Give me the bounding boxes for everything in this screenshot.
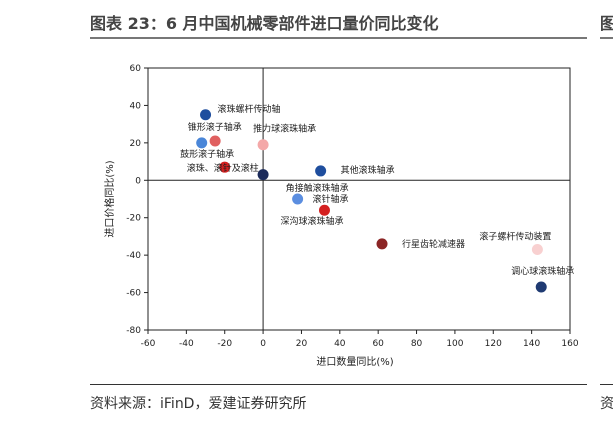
x-tick-label: 100: [446, 339, 463, 349]
point-label: 调心球滚珠轴承: [511, 265, 574, 277]
scatter-point: [257, 169, 269, 181]
y-tick-label: -80: [126, 326, 141, 336]
y-tick-label: 60: [130, 64, 142, 74]
figure-title: 图表 23：6 月中国机械零部件进口量价同比变化: [90, 14, 439, 33]
scatter-point: [531, 244, 543, 256]
x-axis-label: 进口数量同比(%): [316, 355, 393, 368]
x-tick-label: -60: [141, 339, 156, 349]
y-tick-label: -40: [126, 251, 141, 261]
y-tick-label: -60: [126, 289, 141, 299]
scatter-point: [292, 193, 304, 205]
plot-frame: [147, 67, 571, 331]
point-label: 滚珠螺杆传动轴: [218, 103, 281, 115]
y-tick-label: -20: [126, 214, 141, 224]
adjacent-title-divider: [600, 37, 613, 39]
x-tick-label: 20: [296, 339, 308, 349]
x-tick-label: 140: [523, 339, 540, 349]
x-tick-label: -20: [217, 339, 232, 349]
point-label: 锥形滚子轴承: [188, 121, 242, 133]
scatter-point: [200, 109, 212, 121]
point-label: 角接触滚珠轴承: [286, 182, 349, 194]
y-tick-label: 0: [135, 176, 141, 186]
scatter-point: [318, 204, 330, 216]
scatter-point: [209, 135, 221, 147]
tick-labels: -60 -40 -20 0 20 40 60 80 100 120 140 160-80-60-40-…: [126, 64, 579, 349]
x-tick-label: 0: [260, 339, 266, 349]
x-tick-label: 160: [561, 339, 578, 349]
adjacent-figure-title: 图: [600, 14, 613, 33]
scatter-point: [196, 137, 208, 149]
point-label: 滚珠、滚针及滚柱: [187, 162, 259, 174]
y-tick-label: 20: [130, 139, 142, 149]
x-tick-label: 60: [372, 339, 384, 349]
axes: [147, 67, 571, 331]
point-label: 深沟球滚珠轴承: [280, 215, 343, 227]
adjacent-footer-divider: [600, 384, 613, 385]
x-tick-label: -40: [179, 339, 194, 349]
x-tick-label: 80: [411, 339, 423, 349]
point-label: 滚针轴承: [312, 193, 348, 205]
y-axis-label: 进口价格同比(%): [103, 160, 116, 237]
point-label: 滚子螺杆传动装置: [479, 231, 551, 243]
footer-divider: [90, 384, 587, 385]
source-note: 资料来源：iFinD，爱建证券研究所: [90, 396, 307, 412]
point-label: 推力球滚珠轴承: [253, 123, 316, 135]
point-label: 鼓形滚子轴承: [180, 148, 234, 160]
scatter-point: [315, 165, 327, 177]
title-divider: [90, 37, 587, 39]
point-label: 其他滚珠轴承: [341, 164, 395, 176]
y-tick-label: 40: [130, 101, 142, 111]
scatter-point: [257, 139, 269, 151]
x-tick-label: 120: [485, 339, 502, 349]
x-tick-label: 40: [334, 339, 346, 349]
data-points: [196, 109, 547, 293]
scatter-point: [376, 238, 388, 250]
scatter-point: [535, 281, 547, 293]
point-label: 行星齿轮减速器: [402, 238, 465, 250]
scatter-point: [219, 161, 231, 173]
adjacent-source-note: 资: [600, 396, 613, 412]
